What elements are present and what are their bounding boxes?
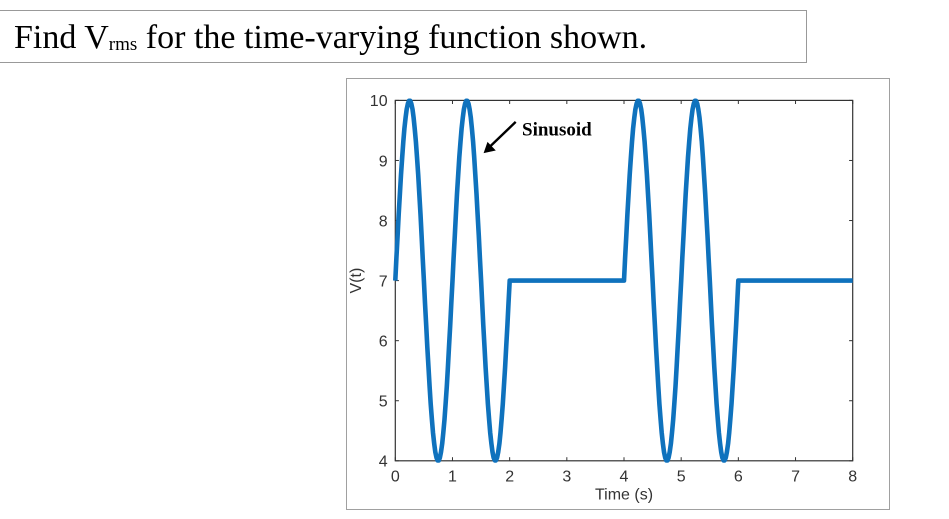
svg-text:Sinusoid: Sinusoid [522, 120, 592, 141]
svg-text:6: 6 [379, 334, 388, 351]
svg-text:7: 7 [791, 469, 800, 486]
svg-text:7: 7 [379, 273, 388, 290]
svg-text:8: 8 [379, 213, 388, 230]
svg-text:5: 5 [379, 394, 388, 411]
svg-text:2: 2 [505, 469, 514, 486]
svg-text:4: 4 [379, 454, 388, 471]
svg-text:3: 3 [562, 469, 571, 486]
svg-text:1: 1 [448, 469, 457, 486]
svg-text:Time (s): Time (s) [595, 487, 653, 504]
svg-text:0: 0 [391, 469, 400, 486]
svg-text:9: 9 [379, 153, 388, 170]
svg-text:8: 8 [848, 469, 857, 486]
svg-text:6: 6 [734, 469, 743, 486]
svg-text:V(t): V(t) [348, 268, 365, 294]
svg-text:4: 4 [620, 469, 629, 486]
svg-text:5: 5 [677, 469, 686, 486]
svg-text:10: 10 [370, 93, 388, 110]
